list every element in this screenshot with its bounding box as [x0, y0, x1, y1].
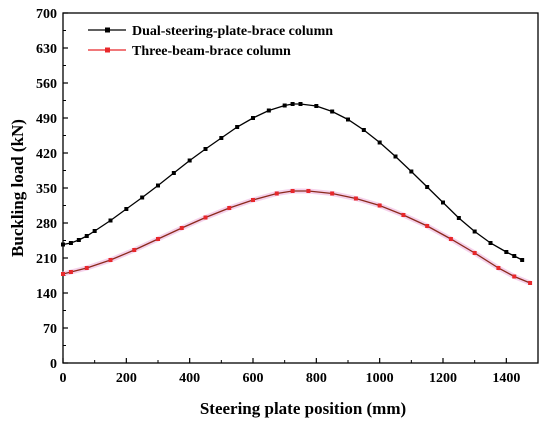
series-2-point: [203, 215, 208, 220]
series-2-point: [290, 189, 295, 193]
series-1-point: [76, 238, 81, 242]
y-tick-label-700: 700: [36, 7, 57, 22]
series-1-point: [108, 218, 113, 223]
y-tick-label-560: 560: [36, 77, 57, 92]
series-1-point: [124, 207, 129, 211]
x-tick-label-1400: 1400: [492, 371, 520, 386]
series-1-point: [330, 109, 335, 114]
series-1-point: [441, 200, 445, 205]
x-tick-label-1000: 1000: [366, 371, 394, 386]
series-1-point: [504, 250, 509, 254]
series-2-point: [330, 191, 335, 196]
series-2-point: [84, 266, 89, 270]
series-1-point: [84, 234, 89, 238]
y-tick-label-140: 140: [36, 287, 57, 302]
legend-marker-2: [105, 47, 110, 53]
series-2-point: [306, 189, 311, 193]
legend-marker-1: [105, 27, 110, 33]
x-tick-label-400: 400: [179, 371, 200, 386]
series-2-point: [353, 196, 358, 201]
series-2-point: [61, 272, 65, 276]
series-1-point: [520, 258, 525, 262]
series-2-point: [227, 206, 232, 210]
series-1-point: [282, 103, 287, 108]
x-axis-title: Steering plate position (mm): [200, 399, 406, 418]
series-2-point: [108, 258, 113, 262]
series-2-point: [179, 226, 184, 230]
x-tick-label-1200: 1200: [429, 371, 457, 386]
series-1-point: [456, 216, 461, 220]
series-1-point: [290, 102, 295, 106]
series-1-point: [393, 154, 398, 159]
series-2-point: [156, 237, 160, 241]
series-2-point: [448, 237, 453, 241]
y-tick-label-280: 280: [36, 217, 57, 232]
series-1-point: [266, 108, 271, 113]
series-1-point: [140, 195, 145, 200]
x-tick-label-0: 0: [60, 371, 67, 386]
x-tick-label-600: 600: [243, 371, 264, 386]
series-1-point: [61, 242, 65, 247]
series-1-point: [361, 128, 366, 132]
series-1-point: [187, 158, 192, 163]
series-1-point: [171, 171, 176, 175]
series-2-point: [251, 198, 255, 202]
legend-entry-1: Dual-steering-plate-brace column: [88, 24, 333, 39]
y-tick-label-630: 630: [36, 42, 57, 57]
series-2-point: [425, 224, 430, 228]
series-1-point: [251, 116, 255, 120]
y-tick-label-210: 210: [36, 252, 57, 267]
series-1-point: [68, 241, 73, 245]
x-tick-label-200: 200: [116, 371, 137, 386]
y-axis-title: Buckling load (kN): [8, 119, 27, 257]
y-tick-label-70: 70: [43, 322, 57, 337]
series-2-point: [377, 203, 382, 208]
series-1: [61, 102, 525, 262]
y-tick-label-0: 0: [50, 357, 57, 372]
series-1-point: [472, 229, 477, 234]
series-2-point: [401, 213, 406, 217]
series-1-line: [62, 103, 523, 261]
series-1-point: [377, 140, 382, 145]
series-2: [61, 188, 533, 286]
x-tick-label-800: 800: [306, 371, 327, 386]
series-1-point: [203, 147, 208, 151]
series-1-point: [314, 104, 319, 108]
series-1-point: [409, 169, 414, 174]
series-1-point: [235, 125, 240, 129]
legend-label-1: Dual-steering-plate-brace column: [132, 24, 333, 39]
series-1-point: [488, 241, 493, 245]
series-2-point: [472, 251, 477, 255]
y-tick-label-490: 490: [36, 112, 57, 127]
series-1-point: [512, 254, 517, 258]
series-1-point: [92, 229, 97, 233]
series-1-point: [346, 117, 350, 122]
y-tick-label-420: 420: [36, 147, 57, 162]
series-2-point: [68, 270, 73, 274]
y-tick-label-350: 350: [36, 182, 57, 197]
legend-entry-2: Three-beam-brace column: [88, 44, 291, 59]
series-1-point: [156, 183, 160, 188]
series-1-point: [219, 136, 224, 140]
series-2-point: [132, 248, 137, 252]
series-2-point: [496, 266, 501, 270]
series-2-point: [512, 274, 517, 279]
series-2-point: [528, 281, 533, 285]
plot-frame: [62, 12, 539, 364]
series-1-point: [425, 185, 430, 189]
series-1-point: [298, 102, 303, 106]
series-2-point: [274, 191, 279, 196]
legend-label-2: Three-beam-brace column: [132, 44, 291, 59]
